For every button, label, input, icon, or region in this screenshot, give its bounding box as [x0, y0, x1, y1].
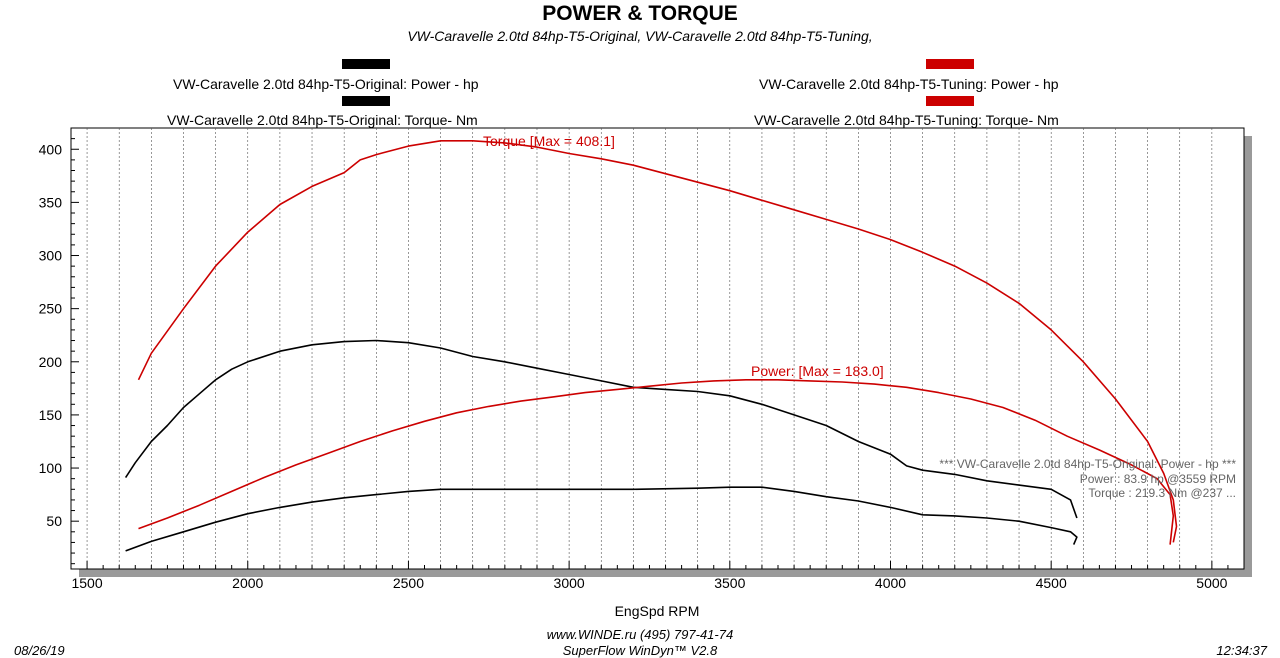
torque-max-annotation: Torque [Max = 408.1] — [483, 133, 615, 149]
x-tick-label: 1500 — [71, 575, 102, 591]
original-power-line — [125, 486, 1078, 552]
x-tick-label: 2500 — [393, 575, 424, 591]
original-torque-line — [124, 339, 1078, 519]
x-tick-label: 3500 — [714, 575, 745, 591]
footer-time: 12:34:37 — [1216, 643, 1267, 658]
x-tick-label: 5000 — [1196, 575, 1227, 591]
cursor-readout-torque: Torque : 219.3 Nm @237 ... — [1088, 486, 1236, 500]
tuning-power-line — [138, 379, 1175, 545]
grid-lines — [86, 128, 1213, 569]
legend-label-tuning-power: VW-Caravelle 2.0td 84hp-T5-Tuning: Power… — [759, 76, 1059, 92]
cursor-readout-power: Power : 83.9 hp @3559 RPM — [1080, 472, 1236, 486]
cursor-readout-header: *** VW-Caravelle 2.0td 84hp-T5-Original:… — [939, 457, 1236, 471]
x-tick-label: 2000 — [232, 575, 263, 591]
y-tick-label: 300 — [39, 248, 63, 264]
x-axis-label: EngSpd RPM — [615, 603, 700, 619]
legend-swatch-tuning-power — [926, 59, 974, 69]
legend-swatch-original-power — [342, 59, 390, 69]
x-tick-label: 4500 — [1036, 575, 1067, 591]
tuning-torque-line — [137, 140, 1178, 543]
y-tick-label: 250 — [39, 301, 63, 317]
legend-label-tuning-torque: VW-Caravelle 2.0td 84hp-T5-Tuning: Torqu… — [754, 112, 1059, 128]
series-group — [124, 140, 1178, 552]
x-tick-label: 3000 — [554, 575, 585, 591]
power-torque-chart: 1500 2000 2500 3000 3500 4000 4500 5000 50 100 150… — [39, 127, 1252, 619]
chart-title: POWER & TORQUE — [542, 2, 738, 25]
chart-subtitle: VW-Caravelle 2.0td 84hp-T5-Original, VW-… — [407, 28, 873, 44]
y-tick-label: 400 — [39, 141, 63, 157]
legend-label-original-power: VW-Caravelle 2.0td 84hp-T5-Original: Pow… — [173, 76, 479, 92]
y-tick-label: 200 — [39, 354, 63, 370]
x-tick-label: 4000 — [875, 575, 906, 591]
y-tick-label: 350 — [39, 194, 63, 210]
footer-contact: www.WINDE.ru (495) 797-41-74 — [546, 627, 734, 642]
legend-swatch-original-torque — [342, 96, 390, 106]
axis-ticks — [71, 138, 1229, 569]
footer-software: SuperFlow WinDyn™ V2.8 — [562, 643, 718, 658]
power-max-annotation: Power: [Max = 183.0] — [751, 363, 884, 379]
y-tick-label: 150 — [39, 407, 63, 423]
tick-labels: 1500 2000 2500 3000 3500 4000 4500 5000 50 100 150… — [39, 141, 1228, 591]
legend-label-original-torque: VW-Caravelle 2.0td 84hp-T5-Original: Tor… — [167, 112, 478, 128]
y-tick-label: 50 — [46, 513, 62, 529]
y-tick-label: 100 — [39, 460, 63, 476]
legend-swatch-tuning-torque — [926, 96, 974, 106]
plot-area — [70, 127, 1245, 570]
footer-date: 08/26/19 — [14, 643, 65, 658]
